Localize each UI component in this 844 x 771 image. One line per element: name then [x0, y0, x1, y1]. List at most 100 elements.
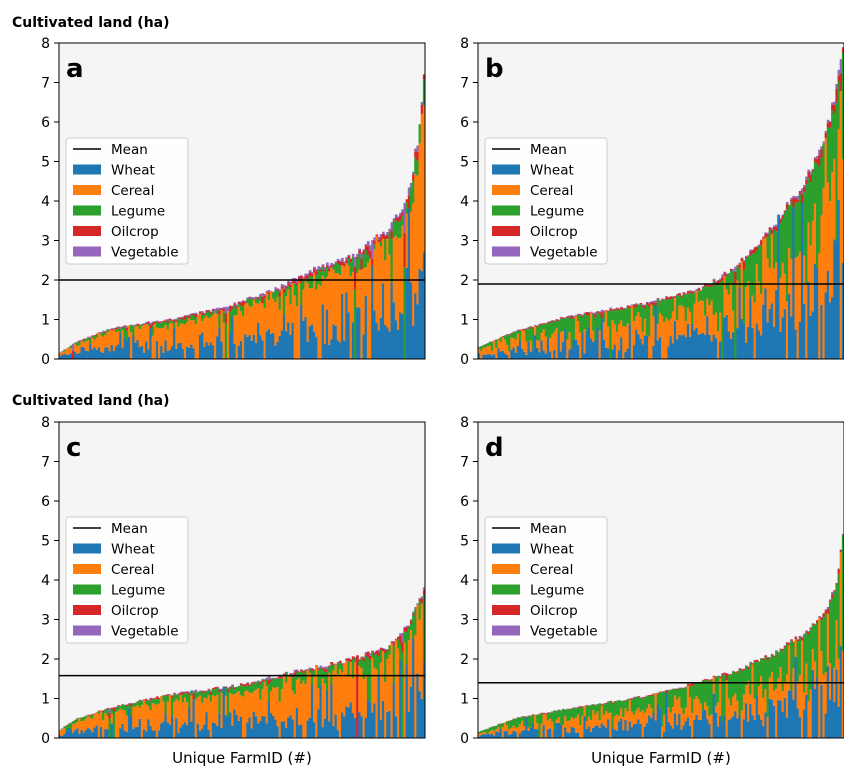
bar-farm-100-oilcrop: [691, 292, 694, 295]
bar-farm-170-oilcrop: [422, 590, 425, 595]
bar-farm-25-wheat: [529, 351, 533, 359]
bar-farm-69-cereal: [624, 708, 628, 720]
bar-farm-158-legume: [397, 221, 400, 239]
bar-farm-14-legume: [505, 721, 509, 726]
bar-farm-55-legume: [594, 705, 598, 715]
bar-farm-73-oilcrop: [633, 697, 636, 699]
bar-farm-50-legume: [164, 695, 168, 714]
bar-farm-170-cereal: [841, 650, 844, 738]
bar-farm-54-vegetable: [173, 692, 176, 694]
bar-farm-51-wheat: [585, 330, 589, 359]
bar-farm-151-cereal: [381, 238, 385, 284]
bar-farm-35-legume: [132, 326, 135, 336]
bar-farm-123-cereal: [321, 275, 325, 305]
bar-farm-27-oilcrop: [533, 325, 537, 327]
bar-farm-157-legume: [394, 220, 398, 236]
bar-farm-80-oilcrop: [229, 687, 232, 689]
bar-farm-104-wheat: [699, 334, 703, 359]
bar-farm-51-legume: [585, 706, 589, 722]
bar-farm-57-cereal: [598, 720, 602, 728]
bar-farm-130-oilcrop: [336, 662, 340, 664]
bar-farm-91-wheat: [671, 728, 675, 738]
bar-farm-59-oilcrop: [183, 316, 187, 320]
bar-farm-90-wheat: [250, 340, 254, 359]
bar-farm-82-oilcrop: [233, 687, 237, 690]
y-tick-label: 5: [41, 534, 50, 550]
bar-farm-32-oilcrop: [544, 713, 548, 715]
bar-farm-95-cereal: [261, 689, 265, 717]
bar-farm-103-cereal: [278, 701, 282, 738]
y-tick-label: 6: [460, 115, 469, 131]
bar-farm-169-cereal: [839, 552, 843, 646]
legend-swatch-oilcrop: [73, 605, 101, 615]
bar-farm-130-wheat: [336, 340, 340, 359]
bar-farm-54-cereal: [592, 710, 595, 728]
bar-farm-39-wheat: [140, 345, 144, 359]
bar-farm-19-wheat: [516, 346, 520, 359]
bar-farm-58-oilcrop: [600, 312, 604, 319]
bar-farm-54-cereal: [173, 701, 176, 738]
bar-farm-127-oilcrop: [330, 662, 334, 665]
bar-farm-138-vegetable: [353, 256, 357, 268]
bar-farm-89-oilcrop: [248, 297, 252, 299]
bar-farm-145-cereal: [369, 258, 372, 359]
bar-farm-58-wheat: [600, 318, 604, 359]
bar-farm-56-wheat: [596, 725, 600, 738]
bar-farm-63-oilcrop: [192, 693, 196, 700]
bar-farm-44-oilcrop: [570, 316, 574, 320]
bar-farm-107-wheat: [706, 316, 709, 359]
bar-farm-48-cereal: [579, 725, 582, 738]
bar-farm-126-cereal: [328, 271, 331, 346]
bar-farm-49-legume: [162, 695, 166, 702]
bar-farm-40-oilcrop: [142, 323, 146, 325]
bar-farm-53-wheat: [170, 346, 174, 359]
bar-farm-12-cereal: [82, 342, 86, 348]
bar-farm-169-oilcrop: [420, 598, 424, 604]
bar-farm-43-wheat: [568, 733, 572, 738]
bar-farm-152-legume: [384, 652, 387, 683]
bar-farm-93-cereal: [257, 688, 260, 724]
bar-farm-94-oilcrop: [678, 293, 681, 296]
bar-farm-89-cereal: [248, 306, 252, 335]
bar-farm-115-wheat: [304, 316, 308, 359]
bar-farm-83-vegetable: [654, 300, 658, 303]
legend-label-vegetable: Vegetable: [111, 245, 179, 261]
bar-farm-67-cereal: [620, 320, 623, 338]
bar-farm-106-legume: [704, 286, 707, 316]
bar-farm-60-vegetable: [186, 314, 189, 316]
bar-farm-23-vegetable: [525, 328, 529, 329]
bar-farm-91-legume: [252, 683, 256, 692]
bar-farm-46-cereal: [574, 316, 578, 340]
bar-farm-161-vegetable: [403, 626, 407, 628]
bar-farm-38-legume: [138, 325, 142, 330]
bar-farm-53-oilcrop: [170, 695, 174, 698]
bar-farm-16-legume: [510, 720, 514, 729]
bar-farm-57-legume: [598, 314, 602, 331]
bar-farm-164-cereal: [409, 630, 413, 687]
bar-farm-31-wheat: [123, 730, 127, 738]
bar-farm-86-vegetable: [661, 298, 664, 300]
bar-farm-170-legume: [422, 79, 425, 106]
bar-farm-167-wheat: [835, 240, 839, 359]
bar-farm-169-vegetable: [839, 59, 843, 74]
bar-farm-2-wheat: [61, 735, 64, 738]
bar-farm-46-wheat: [574, 732, 578, 738]
bar-farm-109-oilcrop: [291, 281, 295, 284]
bar-farm-80-wheat: [229, 332, 232, 359]
bar-farm-86-cereal: [661, 315, 664, 359]
bar-farm-52-cereal: [168, 323, 172, 351]
bar-farm-81-cereal: [650, 304, 653, 359]
bar-farm-20-cereal: [518, 723, 522, 734]
bar-farm-56-oilcrop: [177, 693, 181, 695]
bar-farm-9-wheat: [76, 728, 79, 738]
bar-farm-5-cereal: [67, 348, 71, 355]
bar-farm-30-cereal: [540, 332, 544, 341]
bar-farm-117-cereal: [727, 698, 731, 720]
bar-farm-97-cereal: [684, 321, 688, 338]
bar-farm-98-oilcrop: [267, 292, 271, 295]
bar-farm-169-wheat: [839, 645, 843, 738]
bar-farm-74-oilcrop: [635, 304, 638, 307]
bar-farm-66-legume: [617, 309, 621, 324]
legend-swatch-legume: [73, 205, 101, 216]
bar-farm-160-oilcrop: [820, 617, 824, 620]
